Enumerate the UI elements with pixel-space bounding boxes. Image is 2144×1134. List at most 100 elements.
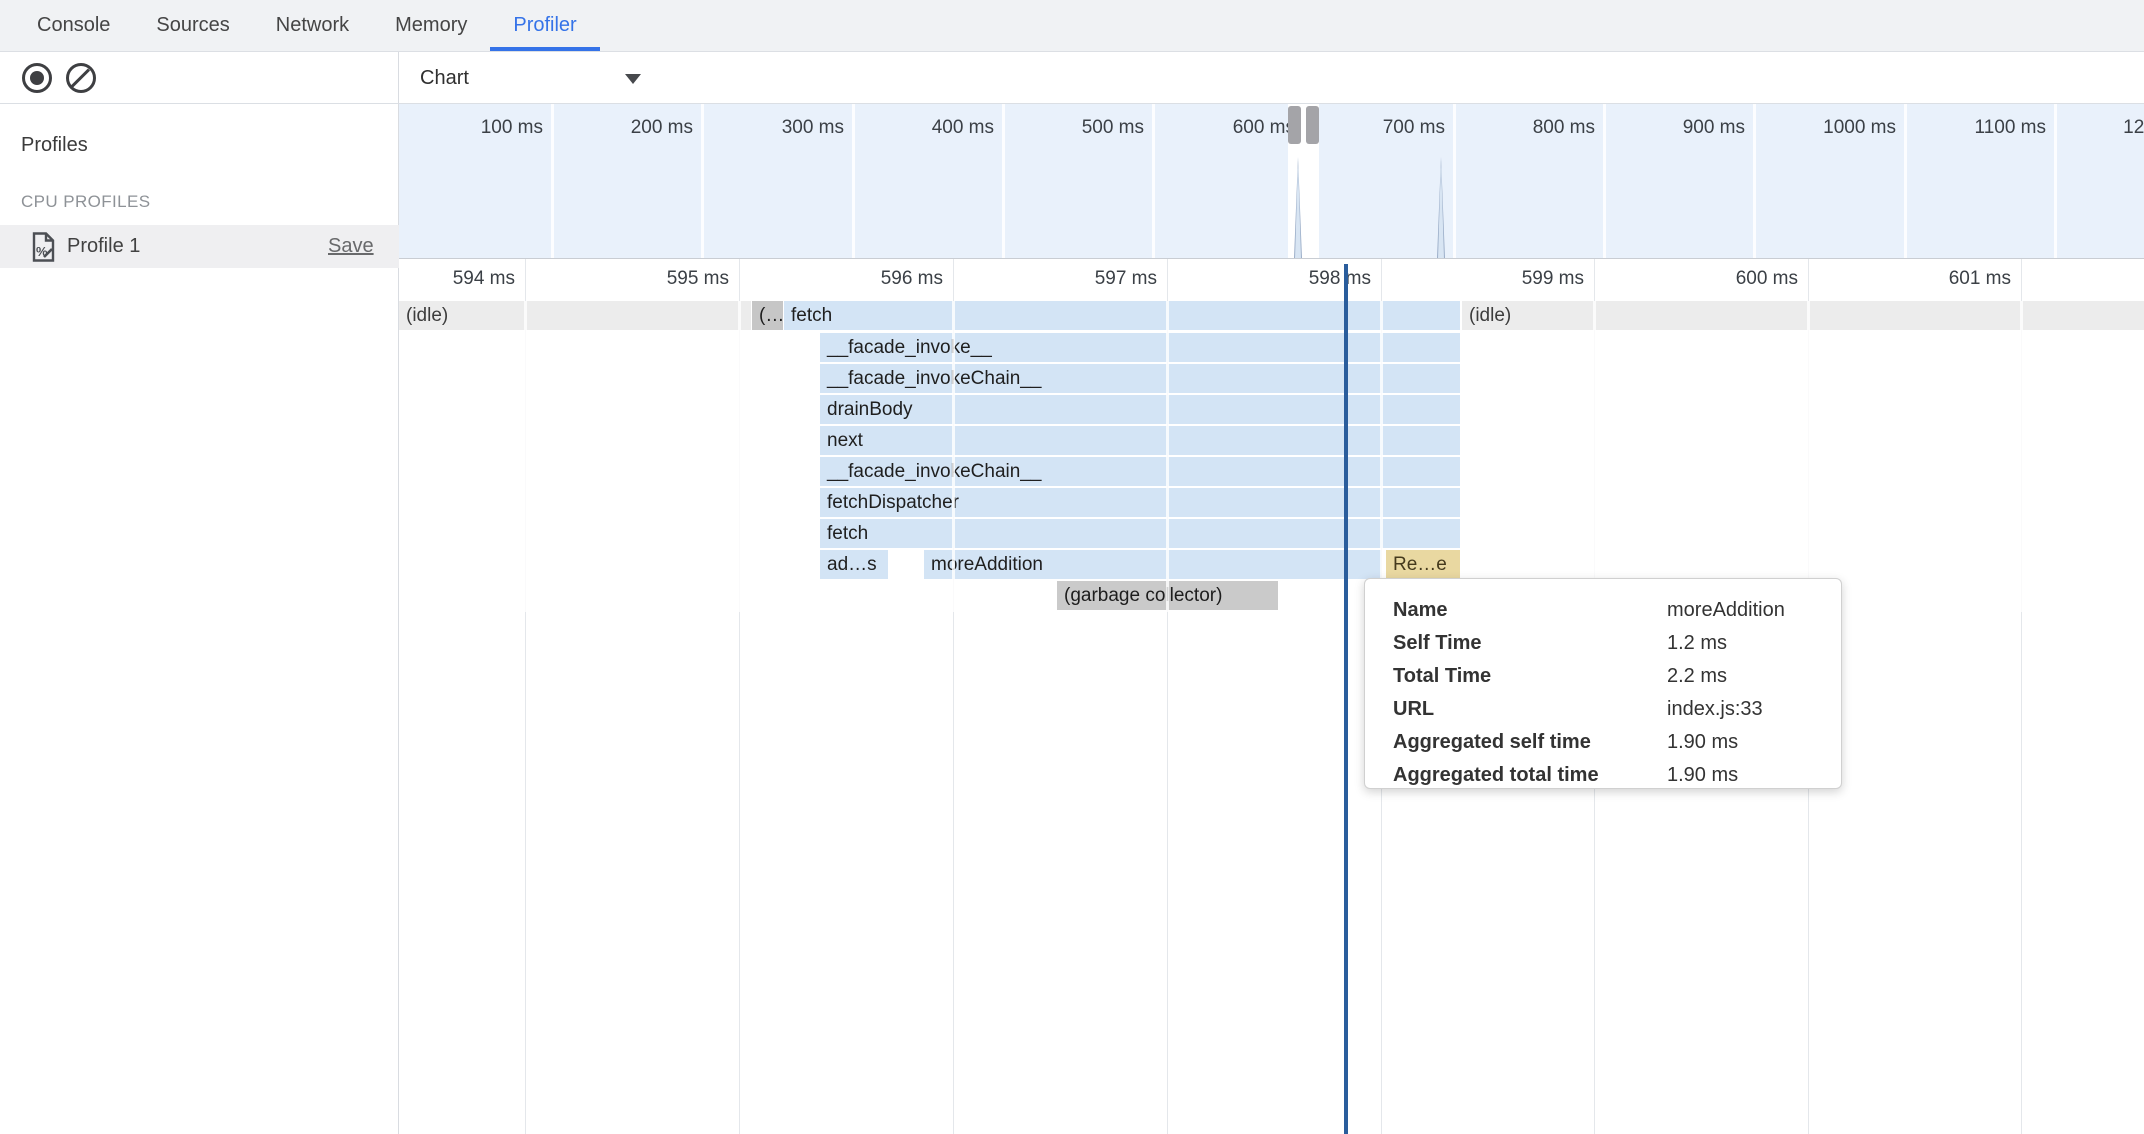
frame-truncated[interactable]: (…	[752, 301, 783, 330]
frame-fetch-dispatcher[interactable]: fetchDispatcher	[820, 488, 1460, 517]
frame-fetch-root[interactable]: fetch	[784, 301, 1460, 330]
overview-divider	[1603, 104, 1606, 258]
overview-tick-label: 200 ms	[630, 117, 693, 138]
ruler-tick-label: 594 ms	[452, 268, 515, 289]
cpu-profiles-section-label: CPU PROFILES	[21, 192, 151, 211]
tooltip-value: index.js:33	[1667, 698, 1763, 720]
overview-tick-label: 800 ms	[1532, 117, 1595, 138]
overview-activity-spike	[1294, 157, 1302, 258]
flame-chart-pane: 100 ms 200 ms 300 ms 400 ms 500 ms 600 m…	[399, 104, 2144, 1134]
overview-tick-label: 400 ms	[931, 117, 994, 138]
overview-tick-label: 700 ms	[1382, 117, 1445, 138]
overview-divider	[2054, 104, 2057, 258]
profiles-sidebar: Profiles CPU PROFILES % Profile 1 Save	[0, 104, 399, 1134]
gridline	[525, 259, 526, 1134]
gridline	[953, 259, 954, 1134]
gridline	[2021, 259, 2022, 1134]
profiler-toolbar	[0, 52, 399, 104]
svg-text:%: %	[36, 244, 48, 259]
gridline	[1167, 259, 1168, 1134]
overview-tick-label: 500 ms	[1081, 117, 1144, 138]
overview-tick-label: 300 ms	[781, 117, 844, 138]
tooltip-label: Aggregated total time	[1393, 764, 1599, 786]
tooltip-label: Name	[1393, 599, 1448, 621]
tooltip-value: 1.90 ms	[1667, 764, 1739, 786]
overview-divider	[701, 104, 704, 258]
gridline-break	[1166, 301, 1169, 612]
clear-icon[interactable]	[66, 63, 96, 93]
overview-tick-label: 600 ms	[1232, 117, 1295, 138]
overview-divider	[1453, 104, 1456, 258]
frame-add-truncated[interactable]: ad…s	[820, 550, 888, 579]
gridline-break	[1593, 301, 1596, 612]
overview-tick-label: 100 ms	[480, 117, 543, 138]
devtools-tab-bar: Console Sources Network Memory Profiler	[0, 0, 2144, 52]
ruler-tick-label: 597 ms	[1094, 268, 1157, 289]
tooltip-label: Self Time	[1393, 632, 1482, 654]
ruler-tick-label: 600 ms	[1735, 268, 1798, 289]
frame-idle-left[interactable]: (idle)	[399, 301, 751, 330]
chart-toolbar: Chart	[399, 52, 2144, 104]
frame-fetch-inner[interactable]: fetch	[820, 519, 1460, 548]
frame-details-tooltip: Name moreAddition Self Time 1.2 ms Total T…	[1364, 578, 1842, 789]
overview-divider	[1904, 104, 1907, 258]
frame-idle-right[interactable]: (idle)	[1462, 301, 2144, 330]
tab-profiler[interactable]: Profiler	[490, 0, 599, 51]
tooltip-value: moreAddition	[1667, 599, 1785, 621]
ruler-tick-label: 596 ms	[880, 268, 943, 289]
tab-sources[interactable]: Sources	[156, 14, 230, 36]
frame-response-truncated[interactable]: Re…e	[1386, 550, 1460, 579]
ruler-tick-label: 595 ms	[666, 268, 729, 289]
overview-divider	[1152, 104, 1155, 258]
record-icon[interactable]	[22, 63, 52, 93]
ruler-tick-label: 601 ms	[1948, 268, 2011, 289]
chevron-down-icon[interactable]	[625, 74, 641, 84]
tooltip-label: URL	[1393, 698, 1435, 720]
frame-facade-invoke[interactable]: __facade_invoke__	[820, 333, 1460, 362]
ruler-tick-label: 598 ms	[1308, 268, 1371, 289]
tab-console[interactable]: Console	[37, 14, 111, 36]
frame-drain-body[interactable]: drainBody	[820, 395, 1460, 424]
gridline-break	[738, 301, 741, 612]
ruler-tick-label: 599 ms	[1521, 268, 1584, 289]
gridline-break	[524, 301, 527, 612]
clear-slash	[70, 68, 91, 88]
tooltip-value: 1.2 ms	[1667, 632, 1728, 654]
tooltip-value: 1.90 ms	[1667, 731, 1739, 753]
overview-divider	[852, 104, 855, 258]
profile-name: Profile 1	[67, 235, 141, 257]
sidebar-item-profile-1[interactable]: % Profile 1 Save	[0, 225, 399, 268]
overview-divider	[1002, 104, 1005, 258]
gridline-break	[1807, 301, 1810, 612]
gridline	[739, 259, 740, 1134]
overview-tick-label: 900 ms	[1682, 117, 1745, 138]
selection-handle-left[interactable]	[1288, 106, 1301, 144]
gridline-break	[2020, 301, 2023, 612]
overview-tick-label: 1200 ms	[2123, 117, 2144, 138]
overview-divider	[551, 104, 554, 258]
frame-next[interactable]: next	[820, 426, 1460, 455]
time-marker-line	[1344, 264, 1348, 1134]
gridline-break	[1380, 301, 1383, 612]
selection-handle-right[interactable]	[1306, 106, 1319, 144]
frame-more-addition[interactable]: moreAddition	[924, 550, 1381, 579]
tooltip-label: Aggregated self time	[1393, 731, 1591, 753]
overview-timeline[interactable]: 100 ms 200 ms 300 ms 400 ms 500 ms 600 m…	[399, 104, 2144, 259]
tooltip-label: Total Time	[1393, 665, 1492, 687]
profile-document-icon: %	[32, 232, 55, 262]
tooltip-value: 2.2 ms	[1667, 665, 1728, 687]
chart-view-select[interactable]: Chart	[420, 67, 469, 89]
gridline-break	[952, 301, 955, 612]
profiles-title: Profiles	[21, 134, 88, 156]
overview-tick-label: 1000 ms	[1823, 117, 1896, 138]
tab-network[interactable]: Network	[275, 14, 350, 36]
overview-activity-spike	[1437, 157, 1445, 258]
frame-facade-invoke-chain-2[interactable]: __facade_invokeChain__	[820, 457, 1460, 486]
save-link[interactable]: Save	[328, 235, 374, 257]
overview-divider	[1753, 104, 1756, 258]
record-dot	[30, 71, 44, 85]
overview-tick-label: 1100 ms	[1974, 117, 2046, 138]
tab-memory[interactable]: Memory	[395, 14, 468, 36]
frame-facade-invoke-chain[interactable]: __facade_invokeChain__	[820, 364, 1460, 393]
